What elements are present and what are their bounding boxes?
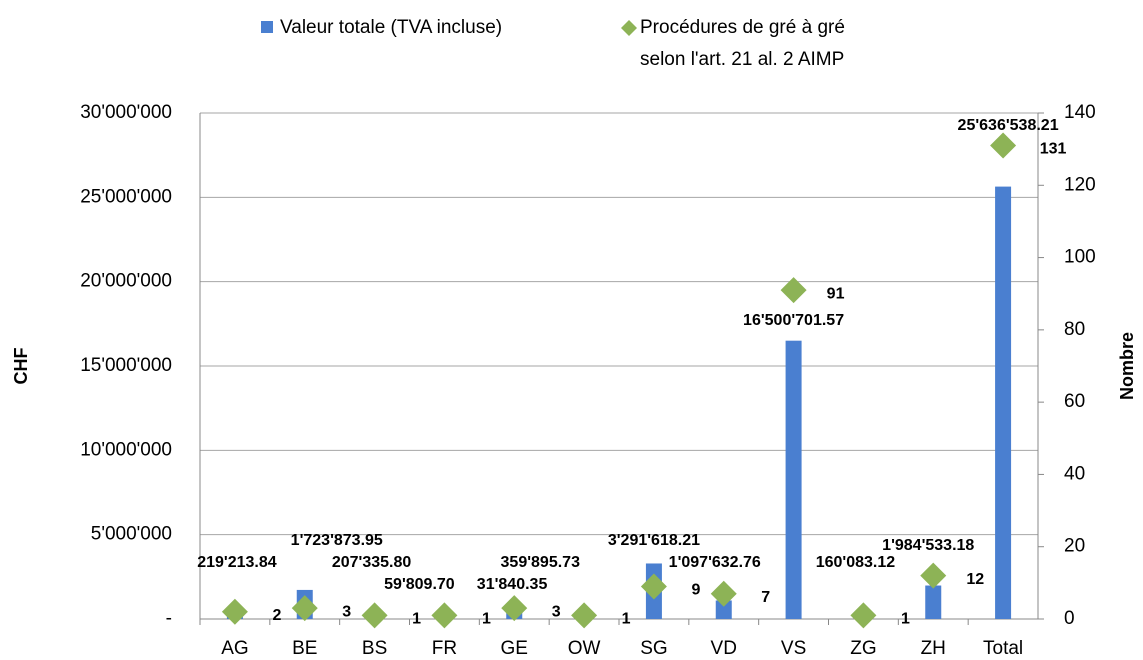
y2-tick-label: 100: [1064, 247, 1096, 268]
y2-tick-label: 60: [1064, 391, 1085, 412]
bar: [785, 340, 802, 619]
bar: [925, 585, 942, 619]
y2-axis-title: Nombre: [1117, 332, 1137, 400]
marker: [431, 602, 458, 629]
marker: [571, 602, 598, 629]
bar-label: 1'984'533.18: [882, 537, 974, 554]
legend-label: Procédures de gré à gré selon l'art. 21 a…: [640, 17, 845, 70]
marker-label: 9: [691, 582, 700, 599]
bar-label: 359'895.73: [501, 554, 581, 571]
marker-label: 1: [482, 611, 491, 628]
y2-tick-label: 0: [1064, 608, 1075, 629]
marker-label: 3: [552, 603, 561, 620]
y-tick-label: 10'000'000: [80, 439, 172, 460]
bar: [715, 600, 732, 619]
marker-label: 2: [272, 607, 281, 624]
marker-label: 1: [622, 611, 631, 628]
x-tick-label: OW: [568, 638, 601, 659]
bar-label: 219'213.84: [197, 554, 277, 571]
x-tick-label: ZG: [850, 638, 876, 659]
marker: [710, 580, 737, 607]
marker-label: 131: [1040, 141, 1067, 158]
bar: [995, 186, 1012, 620]
legend-swatch: [621, 20, 637, 36]
y2-tick-label: 80: [1064, 319, 1085, 340]
y2-tick-label: 120: [1064, 174, 1096, 195]
legend-swatch: [261, 21, 273, 33]
x-tick-label: VS: [781, 638, 806, 659]
marker: [291, 595, 318, 622]
marker-label: 1: [412, 611, 421, 628]
y-tick-label: 30'000'000: [80, 102, 172, 123]
y-tick-label: 25'000'000: [80, 186, 172, 207]
marker: [780, 277, 807, 304]
marker-label: 1: [901, 611, 910, 628]
x-tick-label: FR: [432, 638, 457, 659]
bar-label: 1'723'873.95: [291, 532, 383, 549]
bar-label: 3'291'618.21: [608, 532, 700, 549]
y-tick-label: 5'000'000: [91, 524, 172, 545]
bar-label: 25'636'538.21: [958, 117, 1059, 134]
y2-tick-label: 140: [1064, 102, 1096, 123]
y2-tick-label: 40: [1064, 463, 1085, 484]
bar-label: 1'097'632.76: [669, 554, 761, 571]
marker-label: 12: [966, 571, 984, 588]
x-tick-label: BE: [292, 638, 317, 659]
x-tick-label: SG: [640, 638, 667, 659]
marker-label: 91: [827, 285, 845, 302]
x-tick-label: AG: [221, 638, 248, 659]
bar-label: 160'083.12: [816, 554, 896, 571]
bar-label: 31'840.35: [477, 576, 548, 593]
marker-label: 3: [342, 603, 351, 620]
x-tick-label: Total: [983, 638, 1023, 659]
marker: [990, 132, 1017, 159]
y-tick-label: -: [166, 608, 172, 629]
y-axis-title: CHF: [11, 348, 31, 385]
marker: [640, 573, 667, 600]
marker: [361, 602, 388, 629]
y-tick-label: 20'000'000: [80, 271, 172, 292]
y-tick-label: 15'000'000: [80, 355, 172, 376]
marker: [850, 602, 877, 629]
marker: [920, 562, 947, 589]
bar-label: 16'500'701.57: [743, 312, 844, 329]
x-tick-label: VD: [711, 638, 737, 659]
marker: [501, 595, 528, 622]
legend-label: Valeur totale (TVA incluse): [280, 17, 502, 38]
marker: [221, 598, 248, 625]
y2-tick-label: 20: [1064, 536, 1085, 557]
marker-label: 7: [761, 589, 770, 606]
x-tick-label: BS: [362, 638, 387, 659]
x-tick-label: ZH: [921, 638, 946, 659]
bar-label: 207'335.80: [332, 554, 412, 571]
bar-label: 59'809.70: [384, 576, 455, 593]
x-tick-label: GE: [501, 638, 528, 659]
